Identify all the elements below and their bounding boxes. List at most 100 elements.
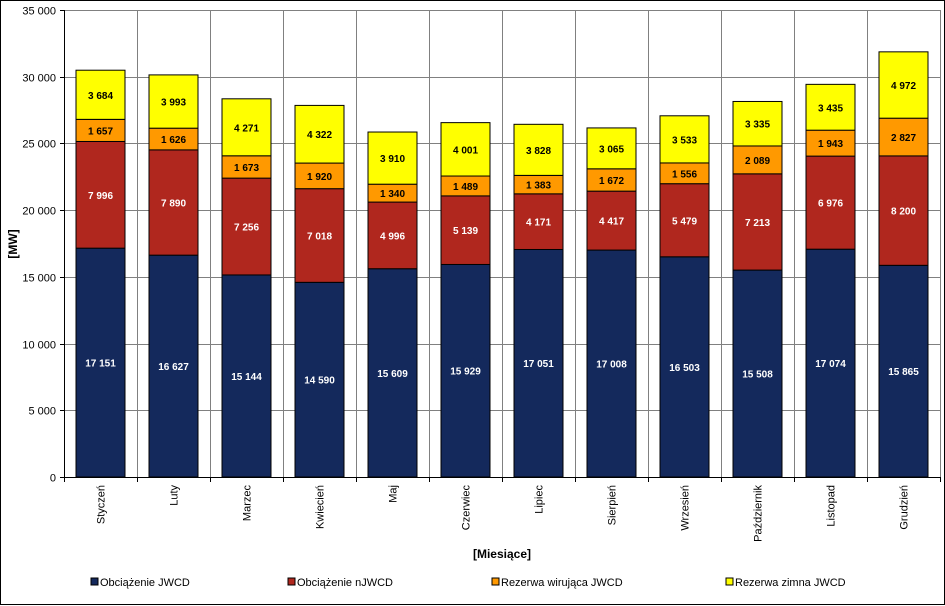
legend-label: Obciążenie nJWCD xyxy=(297,577,393,589)
bars-layer xyxy=(75,51,929,478)
data-label: 14 590 xyxy=(304,376,335,387)
bar-segment xyxy=(294,188,345,283)
x-tick-label: Czerwiec xyxy=(461,485,473,531)
x-tick-label: Styczeń xyxy=(96,485,108,524)
legend-swatch xyxy=(725,577,734,586)
data-label: 4 417 xyxy=(599,217,624,228)
grid-layer xyxy=(64,10,941,477)
data-label: 15 929 xyxy=(450,367,481,378)
bar-segment xyxy=(75,69,126,120)
x-tick-label: Sierpień xyxy=(607,485,619,525)
bar-segment xyxy=(367,201,418,270)
bar-segment xyxy=(221,274,272,478)
labels-layer: 17 151 7 996 1 657 3 684 16 627 7 890 1 626 3 9… xyxy=(85,81,919,387)
data-label: 16 503 xyxy=(669,363,700,374)
bar-segment xyxy=(294,162,345,190)
data-label: 4 271 xyxy=(234,123,259,134)
data-label: 1 489 xyxy=(453,182,478,193)
legend: Obciążenie JWCD Obciążenie nJWCD Rezerwa w… xyxy=(90,577,846,589)
data-label: 3 065 xyxy=(599,144,624,155)
data-label: 1 626 xyxy=(161,135,186,146)
data-label: 1 920 xyxy=(307,172,332,183)
y-tick-label: 0 xyxy=(50,473,56,485)
x-tick-label: Marzec xyxy=(242,485,254,522)
data-label: 7 018 xyxy=(307,232,332,243)
bar-segment xyxy=(148,74,199,129)
data-label: 8 200 xyxy=(891,207,916,218)
data-label: 17 074 xyxy=(815,359,846,370)
y-tick-label: 5 000 xyxy=(28,406,56,418)
data-label: 3 993 xyxy=(161,98,186,109)
bar-segment xyxy=(586,127,637,170)
data-label: 1 556 xyxy=(672,169,697,180)
bar-segment xyxy=(878,51,929,119)
y-tick-label: 30 000 xyxy=(22,73,56,85)
axes-layer: 0 5 000 10 000 15 000 20 000 25 000 30 000 35 0… xyxy=(22,6,941,542)
bar-segment xyxy=(440,195,491,265)
data-label: 4 171 xyxy=(526,218,551,229)
data-label: 2 089 xyxy=(745,156,770,167)
data-label: 1 943 xyxy=(818,139,843,150)
data-label: 1 340 xyxy=(380,189,405,200)
data-label: 3 910 xyxy=(380,154,405,165)
data-label: 6 976 xyxy=(818,199,843,210)
bar-segment xyxy=(586,249,637,478)
data-label: 5 479 xyxy=(672,216,697,227)
data-label: 1 383 xyxy=(526,181,551,192)
data-label: 3 335 xyxy=(745,120,770,131)
bar-segment xyxy=(805,83,856,131)
y-tick-label: 10 000 xyxy=(22,340,56,352)
x-axis-title: [Miesiące] xyxy=(473,547,531,561)
bar-segment xyxy=(878,155,929,266)
bar-segment xyxy=(513,123,564,176)
legend-swatch xyxy=(491,577,500,586)
data-label: 2 827 xyxy=(891,133,916,144)
bar-segment xyxy=(440,122,491,177)
bar-segment xyxy=(732,100,783,147)
bar-segment xyxy=(75,140,126,249)
bar-segment xyxy=(294,104,345,164)
bar-segment xyxy=(513,193,564,250)
data-label: 16 627 xyxy=(158,362,189,373)
data-label: 3 435 xyxy=(818,103,843,114)
data-label: 7 213 xyxy=(745,218,770,229)
bar-segment xyxy=(367,268,418,478)
data-label: 4 996 xyxy=(380,231,405,242)
bar-segment xyxy=(732,173,783,271)
data-label: 7 256 xyxy=(234,223,259,234)
data-label: 4 001 xyxy=(453,145,478,156)
data-label: 3 533 xyxy=(672,135,697,146)
y-tick-label: 15 000 xyxy=(22,273,56,285)
x-tick-label: Grudzień xyxy=(899,485,911,530)
x-tick-label: Kwiecień xyxy=(315,485,327,529)
bar-segment xyxy=(805,129,856,157)
x-tick-label: Październik xyxy=(753,485,765,542)
bar-segment xyxy=(732,145,783,175)
legend-swatch xyxy=(90,577,99,586)
x-tick-label: Maj xyxy=(388,485,400,503)
legend-swatch xyxy=(287,577,296,586)
data-label: 15 144 xyxy=(231,372,262,383)
bar-segment xyxy=(659,115,710,164)
data-label: 4 972 xyxy=(891,81,916,92)
bar-segment xyxy=(878,264,929,478)
y-axis-title: [MW] xyxy=(6,229,20,258)
bar-segment xyxy=(513,248,564,478)
y-tick-label: 25 000 xyxy=(22,139,56,151)
data-label: 7 890 xyxy=(161,199,186,210)
data-label: 4 322 xyxy=(307,130,332,141)
bar-segment xyxy=(221,177,272,276)
legend-label: Rezerwa wirująca JWCD xyxy=(501,577,623,589)
bar-segment xyxy=(221,98,272,157)
bar-segment xyxy=(294,281,345,478)
bar-segment xyxy=(878,117,929,157)
x-tick-label: Listopad xyxy=(826,485,838,527)
bar-segment xyxy=(659,256,710,478)
data-label: 1 657 xyxy=(88,126,113,137)
x-tick-label: Luty xyxy=(169,485,181,506)
bar-segment xyxy=(367,131,418,185)
data-label: 1 672 xyxy=(599,176,624,187)
data-label: 15 609 xyxy=(377,369,408,380)
